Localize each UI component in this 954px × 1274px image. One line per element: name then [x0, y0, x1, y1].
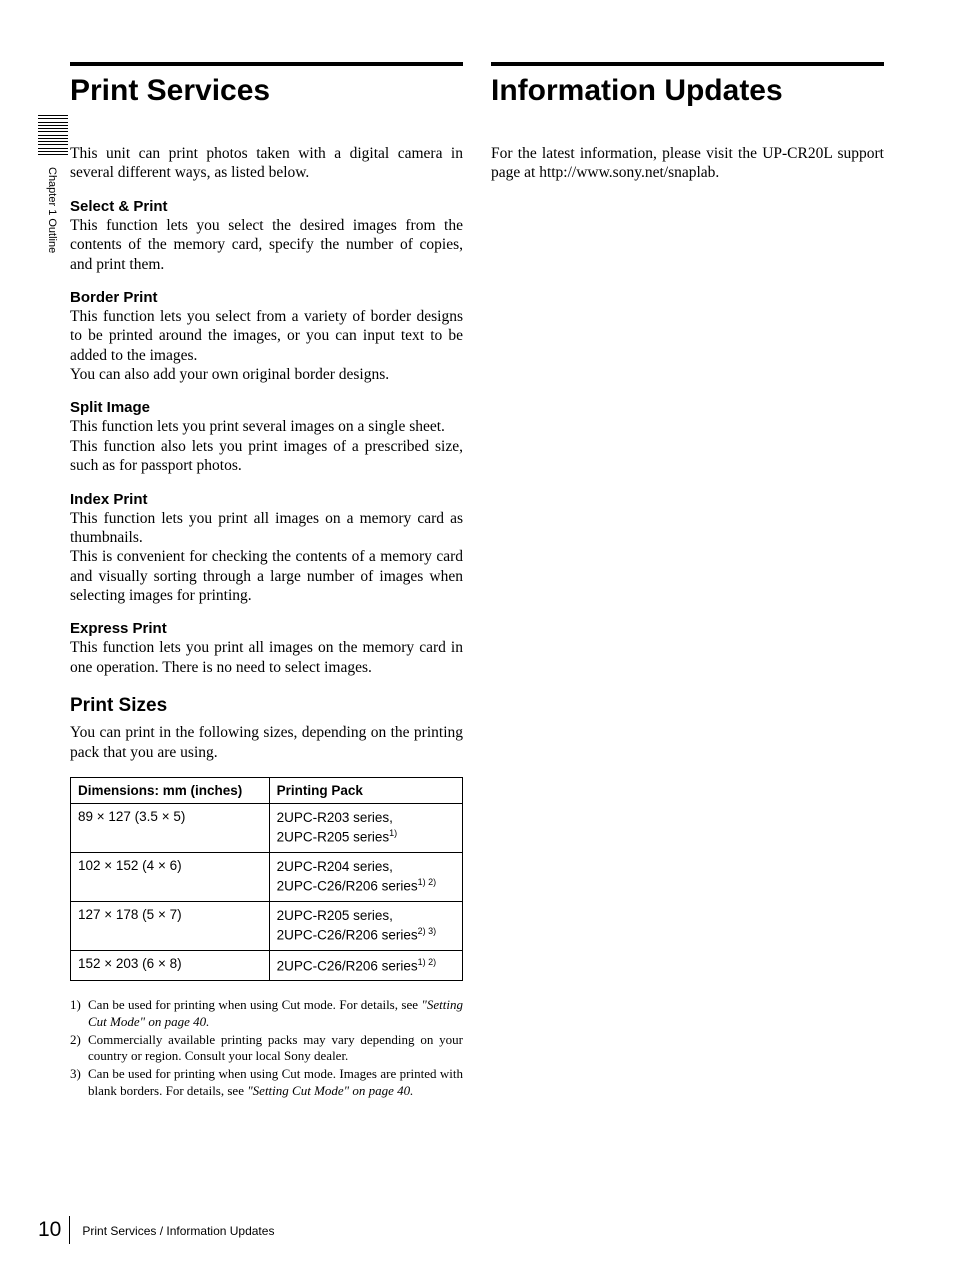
pack-text: 2UPC-C26/R206 series [277, 927, 418, 942]
pack-superscript: 2) 3) [418, 926, 437, 936]
feature-block: Border PrintThis function lets you selec… [70, 289, 463, 385]
cell-dimensions: 102 × 152 (4 × 6) [71, 852, 270, 901]
cell-dimensions: 89 × 127 (3.5 × 5) [71, 803, 270, 852]
col-header-pack: Printing Pack [269, 777, 462, 803]
feature-heading: Index Print [70, 491, 463, 508]
table-row: 89 × 127 (3.5 × 5)2UPC-R203 series,2UPC-… [71, 803, 463, 852]
cell-dimensions: 152 × 203 (6 × 8) [71, 950, 270, 981]
footnote-text: Can be used for printing when using Cut … [88, 1066, 463, 1099]
footnote: 2)Commercially available printing packs … [70, 1032, 463, 1065]
footnote-text: Commercially available printing packs ma… [88, 1032, 463, 1065]
footnote-number: 1) [70, 997, 88, 1030]
left-rule [70, 62, 463, 66]
footnote-number: 2) [70, 1032, 88, 1065]
cell-dimensions: 127 × 178 (5 × 7) [71, 901, 270, 950]
pack-line: 2UPC-R203 series, [277, 809, 455, 827]
feature-heading: Select & Print [70, 198, 463, 215]
print-sizes-intro: You can print in the following sizes, de… [70, 723, 463, 762]
feature-text: This function lets you select the desire… [70, 216, 463, 274]
page-footer: 10 Print Services / Information Updates [38, 1216, 274, 1244]
pack-text: 2UPC-R205 series, [277, 908, 393, 923]
table-row: 127 × 178 (5 × 7) 2UPC-R205 series, 2UPC-C… [71, 901, 463, 950]
pack-superscript: 1) [389, 828, 397, 838]
footnotes: 1)Can be used for printing when using Cu… [70, 997, 463, 1099]
cell-pack: 2UPC-C26/R206 series1) 2) [269, 950, 462, 981]
footnote: 3)Can be used for printing when using Cu… [70, 1066, 463, 1099]
feature-text: This function lets you print several ima… [70, 417, 463, 436]
feature-text: This function lets you print all images … [70, 638, 463, 677]
feature-heading: Express Print [70, 620, 463, 637]
cell-pack: 2UPC-R204 series, 2UPC-C26/R206 series1) … [269, 852, 462, 901]
footnote-ref: "Setting Cut Mode" on page 40. [247, 1083, 413, 1098]
feature-block: Index PrintThis function lets you print … [70, 491, 463, 606]
right-body: For the latest information, please visit… [491, 144, 884, 183]
footnote-number: 3) [70, 1066, 88, 1099]
col-header-dimensions: Dimensions: mm (inches) [71, 777, 270, 803]
feature-block: Select & PrintThis function lets you sel… [70, 198, 463, 274]
footer-divider [69, 1216, 70, 1244]
table-row: 102 × 152 (4 × 6) 2UPC-R204 series, 2UPC-C… [71, 852, 463, 901]
pack-line: 2UPC-R205 series1) [277, 827, 455, 847]
print-sizes-table: Dimensions: mm (inches) Printing Pack 89… [70, 777, 463, 982]
right-rule [491, 62, 884, 66]
cell-pack: 2UPC-R203 series, 2UPC-R205 series1) [269, 803, 462, 852]
print-sizes-heading: Print Sizes [70, 695, 463, 717]
left-title: Print Services [70, 74, 463, 108]
left-intro: This unit can print photos taken with a … [70, 144, 463, 183]
feature-block: Split ImageThis function lets you print … [70, 399, 463, 475]
pack-text: 2UPC-R205 series [277, 830, 390, 845]
pack-text: 2UPC-R203 series, [277, 810, 393, 825]
pack-line: 2UPC-C26/R206 series1) 2) [277, 956, 455, 976]
pack-superscript: 1) 2) [418, 957, 437, 967]
feature-heading: Border Print [70, 289, 463, 306]
side-tab-label: Chapter 1 Outline [46, 167, 58, 253]
pack-text: 2UPC-C26/R206 series [277, 879, 418, 894]
cell-pack: 2UPC-R205 series, 2UPC-C26/R206 series2) … [269, 901, 462, 950]
pack-text: 2UPC-R204 series, [277, 859, 393, 874]
pack-line: 2UPC-C26/R206 series1) 2) [277, 876, 455, 896]
feature-text: This is convenient for checking the cont… [70, 547, 463, 605]
feature-text: This function also lets you print images… [70, 437, 463, 476]
footer-crumb: Print Services / Information Updates [82, 1224, 274, 1238]
pack-superscript: 1) 2) [418, 877, 437, 887]
page-number: 10 [38, 1218, 61, 1242]
feature-block: Express PrintThis function lets you prin… [70, 620, 463, 677]
feature-text: This function lets you print all images … [70, 509, 463, 548]
pack-text: 2UPC-C26/R206 series [277, 958, 418, 973]
right-title: Information Updates [491, 74, 884, 108]
pack-line: 2UPC-R204 series, [277, 858, 455, 876]
feature-text: This function lets you select from a var… [70, 307, 463, 365]
pack-line: 2UPC-C26/R206 series2) 3) [277, 925, 455, 945]
side-tab-lines [38, 115, 68, 155]
left-column: Print Services This unit can print photo… [70, 62, 463, 1101]
table-row: 152 × 203 (6 × 8) 2UPC-C26/R206 series1) … [71, 950, 463, 981]
footnote: 1)Can be used for printing when using Cu… [70, 997, 463, 1030]
feature-text: You can also add your own original borde… [70, 365, 463, 384]
right-column: Information Updates For the latest infor… [491, 62, 884, 1101]
pack-line: 2UPC-R205 series, [277, 907, 455, 925]
side-tab: Chapter 1 Outline [38, 115, 68, 253]
footnote-text: Can be used for printing when using Cut … [88, 997, 463, 1030]
feature-heading: Split Image [70, 399, 463, 416]
